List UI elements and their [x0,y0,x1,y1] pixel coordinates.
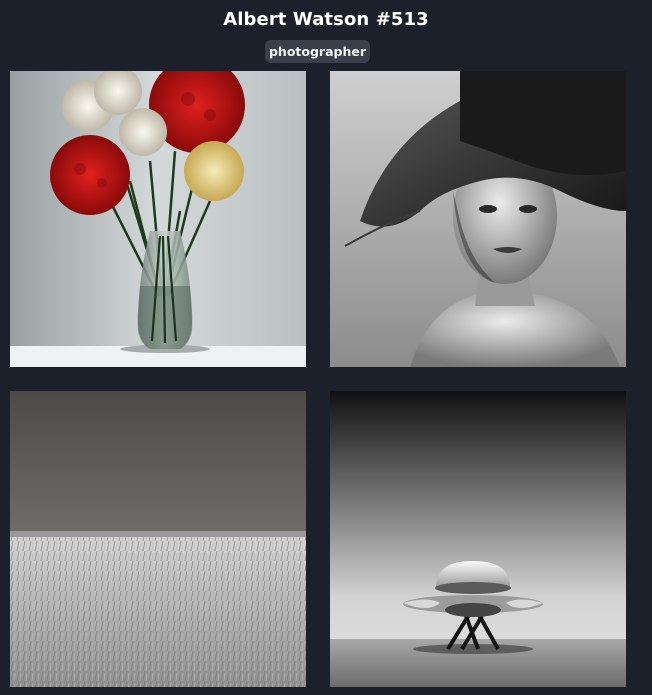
gallery-image-field[interactable] [10,391,306,687]
woman-hat-portrait-image [330,71,626,367]
ufo-landing-image [330,391,626,687]
gallery-image-flowers[interactable] [10,71,306,367]
gallery-image-portrait[interactable] [330,71,626,367]
category-tag[interactable]: photographer [265,40,370,63]
flowers-vase-image [10,71,306,367]
gallery-image-ufo[interactable] [330,391,626,687]
wheat-field-image [10,391,306,687]
page-title: Albert Watson #513 [223,9,429,30]
